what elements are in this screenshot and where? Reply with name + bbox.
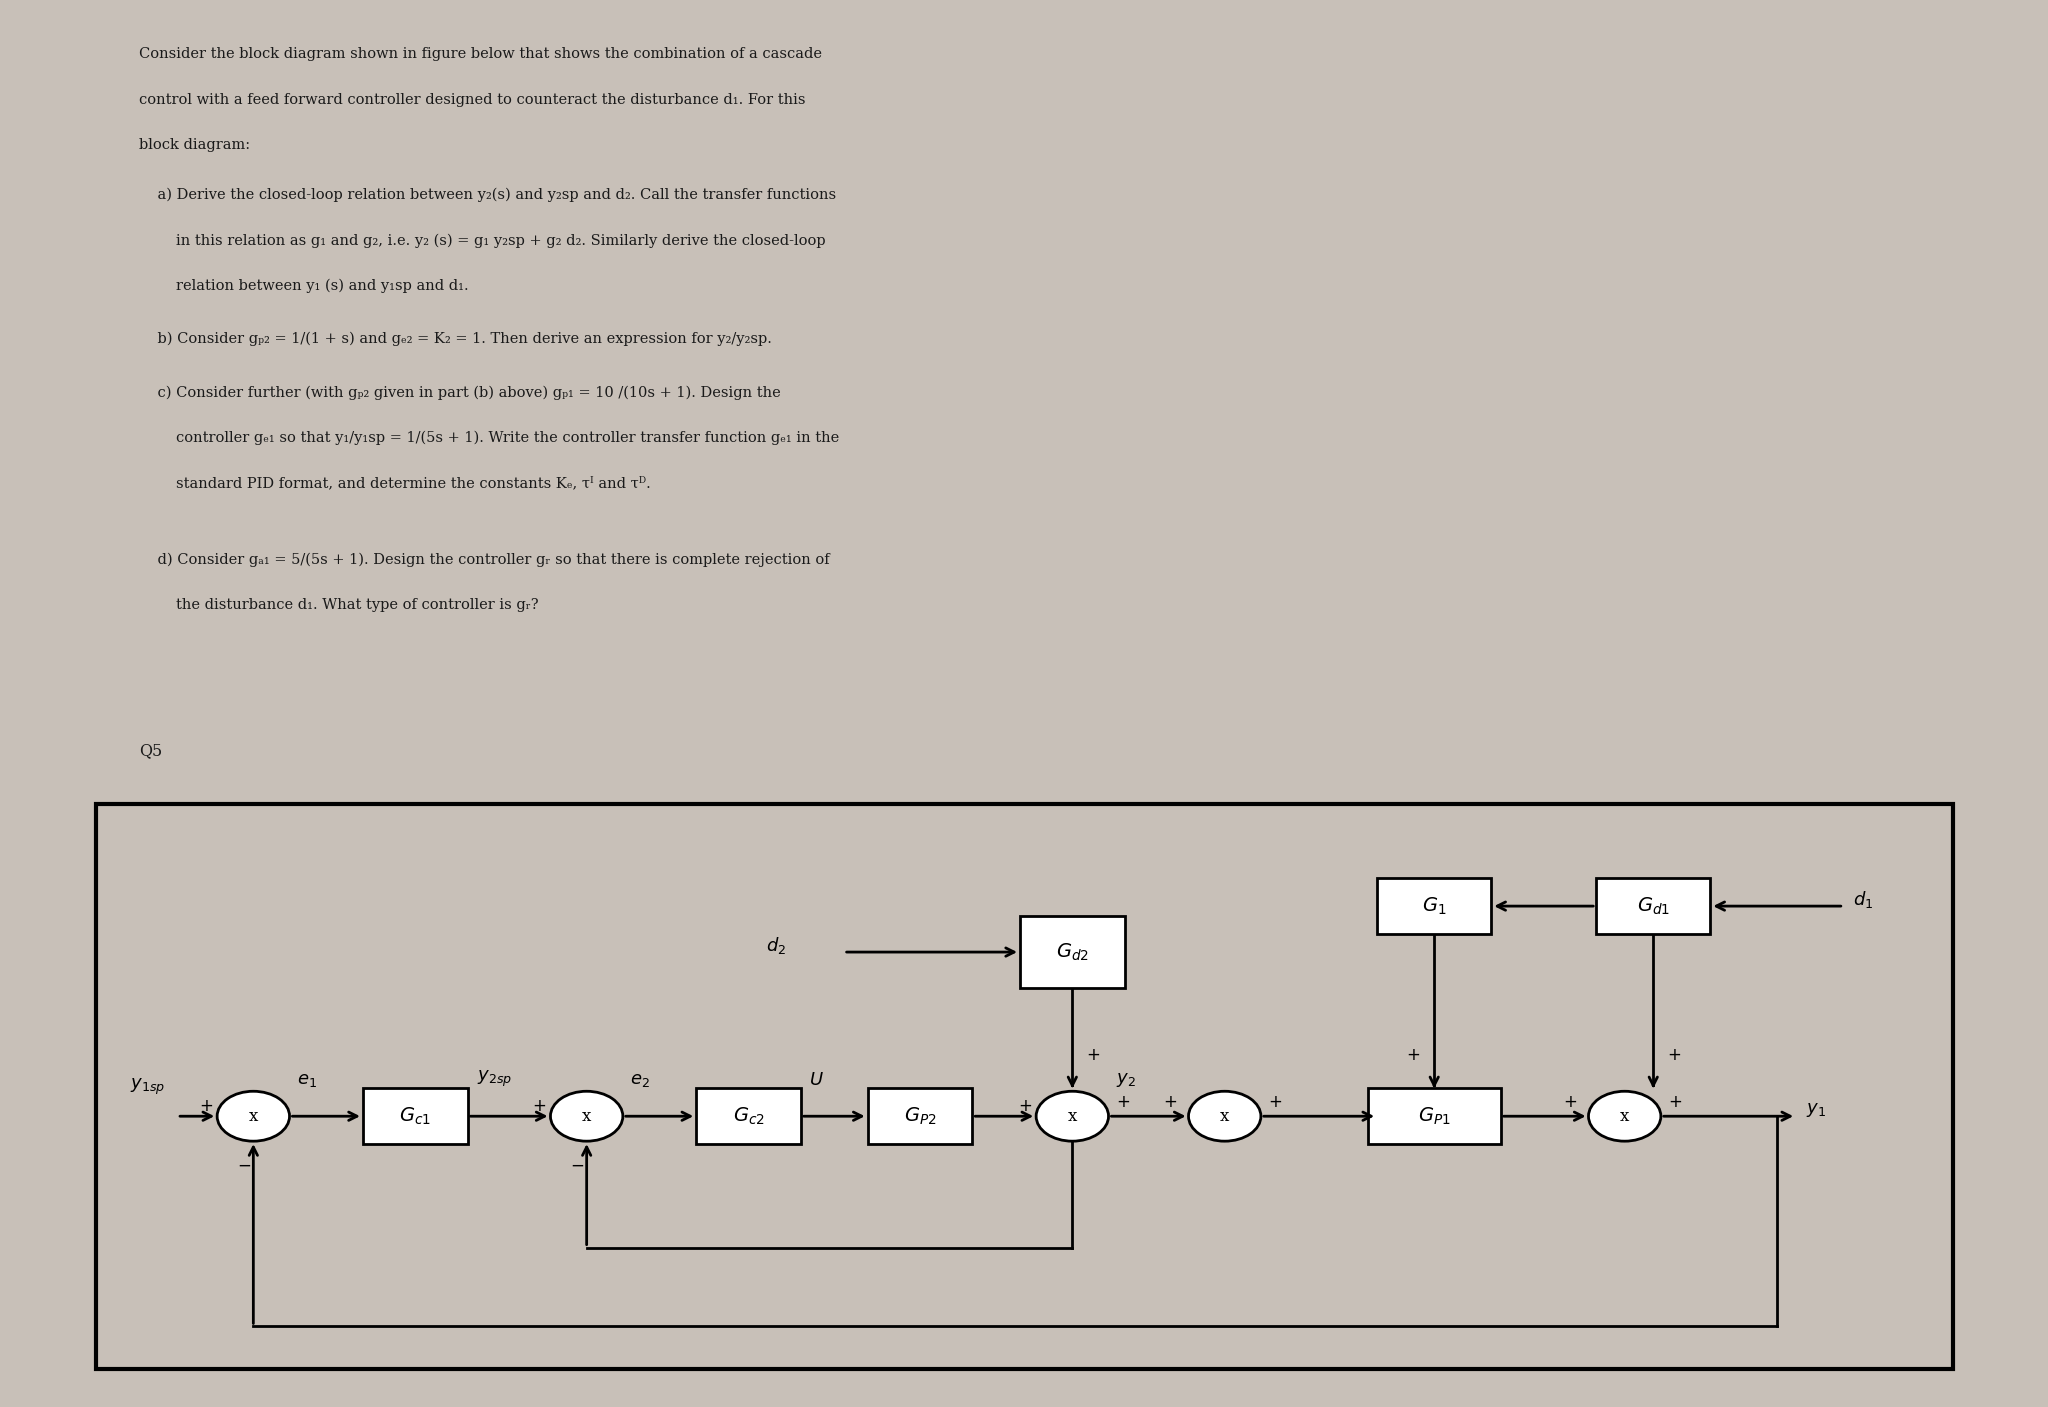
Text: x: x bbox=[582, 1107, 592, 1124]
Text: +: + bbox=[1087, 1047, 1100, 1064]
Text: $e_2$: $e_2$ bbox=[631, 1071, 651, 1089]
Text: $-$: $-$ bbox=[569, 1155, 584, 1173]
Bar bbox=[1376, 878, 1491, 934]
Text: d) Consider gₐ₁ = 5/(5s + 1). Design the controller gᵣ so that there is complete: d) Consider gₐ₁ = 5/(5s + 1). Design the… bbox=[139, 553, 829, 567]
Text: $U$: $U$ bbox=[809, 1071, 823, 1089]
Text: c) Consider further (with gₚ₂ given in part (b) above) gₚ₁ = 10 /(10s + 1). Desi: c) Consider further (with gₚ₂ given in p… bbox=[139, 386, 780, 400]
Circle shape bbox=[551, 1092, 623, 1141]
Bar bbox=[696, 1089, 801, 1144]
Bar bbox=[1595, 878, 1710, 934]
Text: $G_{d2}$: $G_{d2}$ bbox=[1057, 941, 1090, 962]
Text: +: + bbox=[1268, 1093, 1282, 1110]
Text: block diagram:: block diagram: bbox=[139, 138, 250, 152]
Text: +: + bbox=[532, 1097, 547, 1116]
Text: $d_2$: $d_2$ bbox=[766, 936, 786, 955]
Text: $G_{c2}$: $G_{c2}$ bbox=[733, 1106, 764, 1127]
Text: control with a feed forward controller designed to counteract the disturbance d₁: control with a feed forward controller d… bbox=[139, 93, 805, 107]
Text: relation between y₁ (s) and y₁sp and d₁.: relation between y₁ (s) and y₁sp and d₁. bbox=[139, 279, 469, 293]
Circle shape bbox=[1188, 1092, 1262, 1141]
Text: x: x bbox=[1067, 1107, 1077, 1124]
Text: x: x bbox=[248, 1107, 258, 1124]
Text: $e_1$: $e_1$ bbox=[297, 1071, 317, 1089]
Text: +: + bbox=[1667, 1047, 1681, 1064]
Text: $G_{d1}$: $G_{d1}$ bbox=[1636, 895, 1669, 917]
Text: $y_{2sp}$: $y_{2sp}$ bbox=[477, 1068, 512, 1089]
Text: $G_{P2}$: $G_{P2}$ bbox=[903, 1106, 936, 1127]
Text: x: x bbox=[1221, 1107, 1229, 1124]
Bar bbox=[1368, 1089, 1501, 1144]
Text: $y_2$: $y_2$ bbox=[1116, 1071, 1137, 1089]
Bar bbox=[868, 1089, 973, 1144]
Text: $G_1$: $G_1$ bbox=[1421, 895, 1446, 917]
Text: +: + bbox=[1163, 1093, 1178, 1110]
Circle shape bbox=[1036, 1092, 1108, 1141]
Text: +: + bbox=[1116, 1093, 1130, 1110]
Circle shape bbox=[217, 1092, 289, 1141]
Text: x: x bbox=[1620, 1107, 1630, 1124]
Text: a) Derive the closed-loop relation between y₂(s) and y₂sp and d₂. Call the trans: a) Derive the closed-loop relation betwe… bbox=[139, 187, 836, 203]
Text: Consider the block diagram shown in figure below that shows the combination of a: Consider the block diagram shown in figu… bbox=[139, 48, 821, 61]
Text: +: + bbox=[1407, 1047, 1419, 1064]
Text: $G_{c1}$: $G_{c1}$ bbox=[399, 1106, 432, 1127]
Text: $d_1$: $d_1$ bbox=[1853, 889, 1874, 910]
Circle shape bbox=[1589, 1092, 1661, 1141]
Text: the disturbance d₁. What type of controller is gᵣ?: the disturbance d₁. What type of control… bbox=[139, 598, 539, 612]
Text: $y_1$: $y_1$ bbox=[1806, 1100, 1825, 1119]
Text: +: + bbox=[199, 1097, 213, 1116]
Text: $G_{P1}$: $G_{P1}$ bbox=[1417, 1106, 1450, 1127]
Text: in this relation as g₁ and g₂, i.e. y₂ (s) = g₁ y₂sp + g₂ d₂. Similarly derive t: in this relation as g₁ and g₂, i.e. y₂ (… bbox=[139, 234, 825, 248]
Text: standard PID format, and determine the constants Kₑ, τᴵ and τᴰ.: standard PID format, and determine the c… bbox=[139, 477, 651, 491]
Text: controller gₑ₁ so that y₁/y₁sp = 1/(5s + 1). Write the controller transfer funct: controller gₑ₁ so that y₁/y₁sp = 1/(5s +… bbox=[139, 431, 840, 445]
Bar bbox=[1020, 916, 1124, 988]
Text: b) Consider gₚ₂ = 1/(1 + s) and gₑ₂ = K₂ = 1. Then derive an expression for y₂/y: b) Consider gₚ₂ = 1/(1 + s) and gₑ₂ = K₂… bbox=[139, 332, 772, 346]
Text: Q5: Q5 bbox=[139, 743, 162, 760]
Text: +: + bbox=[1669, 1093, 1681, 1110]
Text: $-$: $-$ bbox=[238, 1155, 252, 1173]
Text: +: + bbox=[1018, 1097, 1032, 1116]
Bar bbox=[362, 1089, 467, 1144]
Text: +: + bbox=[1563, 1093, 1577, 1110]
Text: $y_{1sp}$: $y_{1sp}$ bbox=[129, 1076, 164, 1096]
